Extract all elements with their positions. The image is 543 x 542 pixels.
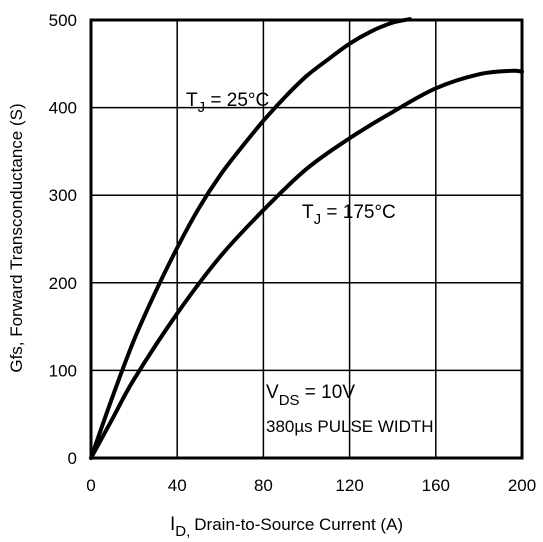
x-tick-label: 80 [254, 476, 273, 495]
x-axis-text: Drain-to-Source Current (A) [194, 515, 403, 534]
plot-area-frame [89, 18, 524, 460]
series-lines [89, 17, 524, 460]
y-axis-title: Gfs, Forward Transconductance (S) [7, 103, 26, 372]
x-tick-label: 160 [422, 476, 450, 495]
y-tick-label: 400 [49, 99, 77, 118]
series-label-25c-text: = 25°C [205, 90, 269, 111]
vds-subscript: DS [279, 392, 300, 409]
x-tick-label: 40 [168, 476, 187, 495]
series-line-1 [89, 68, 524, 460]
x-axis-title: ID, Drain-to-Source Current (A) [170, 514, 403, 540]
y-tick-label: 200 [49, 274, 77, 293]
vds-text: = 10V [300, 382, 356, 403]
x-tick-label: 120 [335, 476, 363, 495]
series-label-175c-symbol: T [302, 202, 314, 223]
y-tick-label: 0 [68, 449, 77, 468]
x-tick-label: 0 [86, 476, 95, 495]
series-label-25c-symbol: T [186, 90, 198, 111]
series-label-25c-subscript: J [198, 99, 206, 116]
y-tick-label: 300 [49, 186, 77, 205]
series-line-0 [89, 17, 412, 460]
x-axis-symbol: I [170, 514, 175, 535]
series-label-175c-text: = 175°C [321, 202, 396, 223]
pulse-width-annotation: 380µs PULSE WIDTH [266, 417, 434, 436]
vds-symbol: V [266, 382, 279, 403]
vds-annotation: VDS = 10V [266, 382, 355, 409]
y-tick-label: 500 [49, 11, 77, 30]
x-tick-label: 200 [508, 476, 536, 495]
series-label-175c-subscript: J [314, 211, 322, 228]
series-label-175c: TJ = 175°C [302, 202, 396, 228]
series-label-25c: TJ = 25°C [186, 90, 269, 116]
tick-labels: 0 40 80 120 160 200 0 100 200 300 400 500 [49, 11, 537, 495]
x-axis-subscript: D, [175, 523, 190, 540]
grid-lines [91, 20, 522, 458]
y-tick-label: 100 [49, 361, 77, 380]
